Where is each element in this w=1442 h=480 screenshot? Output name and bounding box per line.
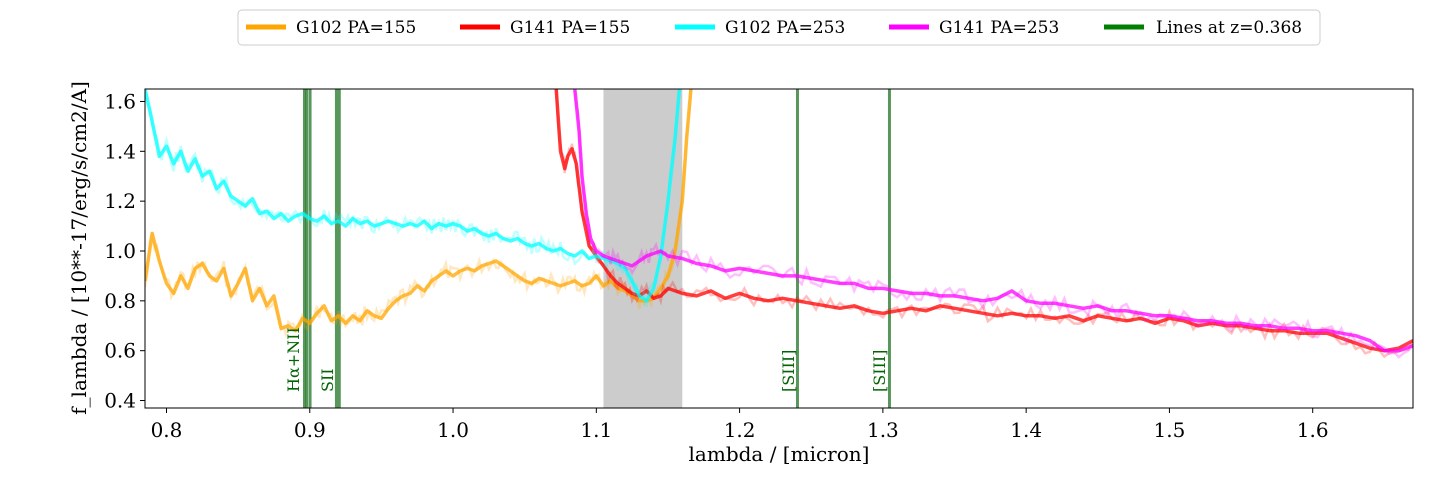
legend-item-0: G102 PA=155 (246, 18, 416, 38)
axes-frame (144, 88, 1414, 409)
x-tick-label-3: 1.1 (580, 418, 612, 442)
legend-frame (237, 9, 1321, 46)
x-tick-3: 1.1 (580, 408, 612, 442)
x-tick-label-6: 1.4 (1010, 418, 1042, 442)
y-tick-label-3: 1.0 (104, 239, 136, 263)
x-tick-label-2: 1.0 (437, 418, 469, 442)
x-tick-5: 1.3 (867, 408, 899, 442)
x-tick-label-5: 1.3 (867, 418, 899, 442)
legend-label-4: Lines at z=0.368 (1156, 18, 1302, 38)
shaded-region (603, 89, 683, 408)
series-group (145, 89, 1413, 359)
series-line-3 (573, 89, 1413, 353)
plot-area (145, 89, 1413, 408)
y-axis: 0.4 0.6 0.8 1.0 1.2 1.4 1.6 (104, 89, 145, 413)
x-tick-0: 0.8 (151, 408, 183, 442)
legend-label-2: G102 PA=253 (725, 18, 845, 38)
emission-lines (302, 89, 891, 408)
series-line-2 (145, 89, 682, 303)
emission-label-siii-1: [SIII] (779, 350, 798, 392)
legend-label-3: G141 PA=253 (939, 18, 1059, 38)
legend-label-0: G102 PA=155 (296, 18, 416, 38)
series-line-0 (145, 89, 693, 333)
y-axis-label: f_lambda / [10**-17/erg/s/cm2/A] (67, 81, 91, 415)
y-tick-0: 0.4 (104, 389, 145, 413)
emission-label-siii-2: [SIII] (870, 350, 889, 392)
series-noise-3 (573, 90, 1413, 359)
y-tick-1: 0.6 (104, 339, 145, 363)
series-noise-1 (555, 89, 1413, 359)
x-axis-label: lambda / [micron] (689, 442, 870, 466)
y-tick-label-6: 1.6 (104, 89, 136, 113)
x-tick-label-7: 1.5 (1154, 418, 1186, 442)
x-tick-6: 1.4 (1010, 408, 1042, 442)
x-tick-2: 1.0 (437, 408, 469, 442)
x-axis: 0.8 0.9 1.0 1.1 1.2 1.3 1.4 1.5 1.6 (151, 408, 1329, 442)
legend-label-1: G141 PA=155 (510, 18, 630, 38)
emission-line-labels: Hα+NII SII [SIII] [SIII] (284, 327, 889, 392)
emission-label-sii: SII (318, 368, 337, 392)
y-tick-6: 1.6 (104, 89, 145, 113)
y-tick-2: 0.8 (104, 289, 145, 313)
x-tick-label-8: 1.6 (1297, 418, 1329, 442)
y-tick-label-4: 1.2 (104, 189, 136, 213)
legend-item-2: G102 PA=253 (675, 18, 845, 38)
legend-item-3: G141 PA=253 (889, 18, 1059, 38)
y-tick-label-5: 1.4 (104, 139, 136, 163)
x-tick-7: 1.5 (1154, 408, 1186, 442)
emission-label-halpha: Hα+NII (284, 327, 303, 392)
x-tick-4: 1.2 (724, 408, 756, 442)
x-tick-label-0: 0.8 (151, 418, 183, 442)
y-tick-label-0: 0.4 (104, 389, 136, 413)
series-line-1 (554, 89, 1413, 353)
y-tick-5: 1.4 (104, 139, 145, 163)
y-tick-4: 1.2 (104, 189, 145, 213)
legend-item-1: G141 PA=155 (460, 18, 630, 38)
x-tick-8: 1.6 (1297, 408, 1329, 442)
x-tick-label-4: 1.2 (724, 418, 756, 442)
legend-item-4: Lines at z=0.368 (1104, 18, 1302, 38)
y-tick-label-2: 0.8 (104, 289, 136, 313)
y-tick-3: 1.0 (104, 239, 145, 263)
x-tick-label-1: 0.9 (294, 418, 326, 442)
legend: G102 PA=155 G141 PA=155 G102 PA=253 G141… (237, 9, 1321, 46)
x-tick-1: 0.9 (294, 408, 326, 442)
y-tick-label-1: 0.6 (104, 339, 136, 363)
